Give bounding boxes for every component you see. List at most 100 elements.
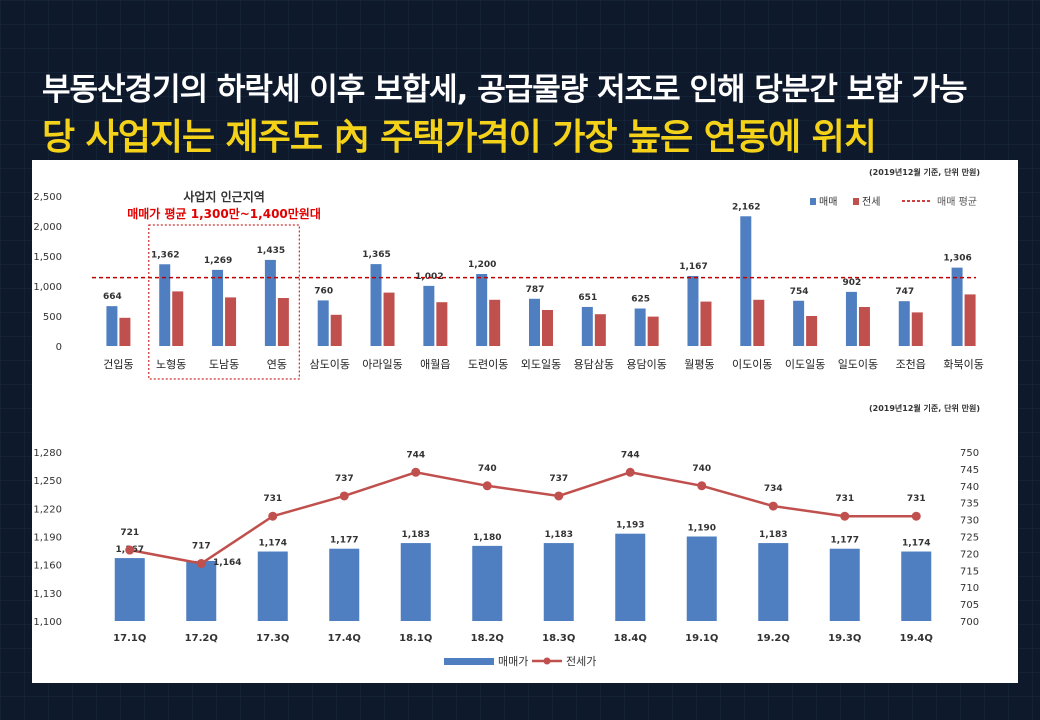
bar-sale <box>687 275 699 346</box>
annotation-title: 사업지 인근지역 <box>183 189 264 204</box>
chart-note: (2019년12월 기준, 단위 만원) <box>869 403 980 413</box>
bar-sale <box>476 274 488 346</box>
y-right-tick-label: 720 <box>960 549 979 560</box>
y-left-tick-label: 1,100 <box>33 617 62 628</box>
line-point <box>768 501 778 511</box>
bar-lease <box>277 298 289 346</box>
bar-sale-price <box>543 543 574 621</box>
bar-sale-price <box>472 545 503 621</box>
x-tick-label: 용담삼동 <box>574 358 614 371</box>
bar-lease <box>911 312 923 346</box>
x-tick-label: 19.3Q <box>828 633 861 644</box>
legend-label-sale: 매매 <box>819 196 837 208</box>
page-subtitle: 당 사업지는 제주도 內 주택가격이 가장 높은 연동에 위치 <box>42 117 877 158</box>
bar-lease <box>225 297 237 346</box>
bar-lease <box>700 301 712 346</box>
legend-label-average: 매매 평균 <box>937 196 977 208</box>
x-tick-label: 조천읍 <box>896 357 926 371</box>
bar-sale <box>423 285 435 346</box>
bar-lease <box>383 292 395 346</box>
bar-lease <box>858 307 870 346</box>
bar-sale <box>370 264 382 346</box>
bar-sale-price <box>114 558 145 621</box>
line-point <box>625 467 635 477</box>
bar-lease <box>489 299 501 346</box>
data-label: 664 <box>103 292 122 302</box>
line-data-label: 744 <box>621 450 640 460</box>
x-tick-label: 노형동 <box>156 358 186 371</box>
line-data-label: 737 <box>549 474 568 484</box>
bar-sale <box>951 267 963 346</box>
x-tick-label: 월평동 <box>684 358 714 371</box>
line-point <box>125 545 135 555</box>
x-tick-label: 도련이동 <box>468 358 508 371</box>
bar-sale-price <box>257 551 288 621</box>
chart-panel: (2019년12월 기준, 단위 만원) 0 500 1,000 1,500 2,000 2… <box>32 160 1018 683</box>
y-right-tick-label: 725 <box>960 533 979 544</box>
data-label: 1,365 <box>362 250 390 260</box>
x-tick-label: 18.2Q <box>471 633 504 644</box>
x-tick-label: 건입동 <box>103 358 133 371</box>
line-point <box>196 559 206 569</box>
legend-swatch-lease <box>853 198 859 205</box>
bar-sale-price <box>758 543 789 621</box>
y-right-tick-label: 730 <box>960 516 979 527</box>
x-tick-label: 연동 <box>267 358 287 371</box>
y-left-tick-label: 1,280 <box>33 448 62 459</box>
data-label: 902 <box>843 278 862 288</box>
bar-sale-price <box>901 551 932 621</box>
data-label: 747 <box>895 287 914 297</box>
y-left-tick-label: 1,220 <box>33 504 62 515</box>
bar-data-label: 1,174 <box>259 539 287 549</box>
bar-data-label: 1,183 <box>759 530 787 540</box>
bar-data-label: 1,190 <box>688 524 716 534</box>
line-data-label: 744 <box>406 450 425 460</box>
x-tick-label: 이도이동 <box>732 358 772 371</box>
line-data-label: 734 <box>764 484 783 494</box>
quarterly-price-chart: (2019년12월 기준, 단위 만원) 1,100 1,130 1,160 1,190… <box>33 403 980 668</box>
bar-sale <box>898 301 910 346</box>
bar-sale-price <box>400 543 431 621</box>
legend-swatch-sale <box>810 198 816 205</box>
bar-lease <box>964 294 976 346</box>
annotation-subtitle: 매매가 평균 1,300만~1,400만원대 <box>127 206 321 221</box>
legend-label-lease-price: 전세가 <box>566 655 596 668</box>
x-tick-label: 일도이동 <box>838 357 878 371</box>
line-point <box>482 481 492 491</box>
y-left-tick-label: 1,190 <box>33 533 62 544</box>
bar-sale-price <box>686 536 717 621</box>
y-right-tick-label: 710 <box>960 583 979 594</box>
bar-lease <box>753 299 765 346</box>
chart-note: (2019년12월 기준, 단위 만원) <box>869 167 980 177</box>
bar-data-label: 1,164 <box>213 558 241 568</box>
x-tick-label: 19.4Q <box>900 633 933 644</box>
y-left-tick-label: 1,250 <box>33 476 62 487</box>
y-right-tick-label: 745 <box>960 465 979 476</box>
legend-swatch-sale-price <box>444 658 494 665</box>
bar-lease <box>594 314 606 346</box>
x-tick-label: 17.4Q <box>328 633 361 644</box>
line-point <box>339 491 349 501</box>
bar-sale-price <box>329 548 360 621</box>
bar-lease <box>119 317 131 346</box>
line-point <box>268 511 278 521</box>
line-data-label: 737 <box>335 474 354 484</box>
line-data-label: 740 <box>478 464 497 474</box>
data-label: 625 <box>631 295 650 305</box>
bar-data-label: 1,183 <box>545 530 573 540</box>
line-data-label: 731 <box>907 494 926 504</box>
line-point <box>840 511 850 521</box>
y-right-tick-label: 705 <box>960 600 979 611</box>
data-label: 1,435 <box>257 246 285 256</box>
bar-lease <box>806 316 818 346</box>
data-label: 2,162 <box>732 202 760 212</box>
bar-data-label: 1,177 <box>330 536 358 546</box>
bar-lease <box>172 291 184 346</box>
x-tick-label: 용담이동 <box>626 358 666 371</box>
y-left-tick-label: 1,130 <box>33 589 62 600</box>
bar-sale <box>740 216 752 346</box>
data-label: 1,200 <box>468 260 496 270</box>
bar-data-label: 1,177 <box>831 536 859 546</box>
line-data-label: 717 <box>192 542 211 552</box>
y-tick-label: 2,000 <box>33 222 62 233</box>
